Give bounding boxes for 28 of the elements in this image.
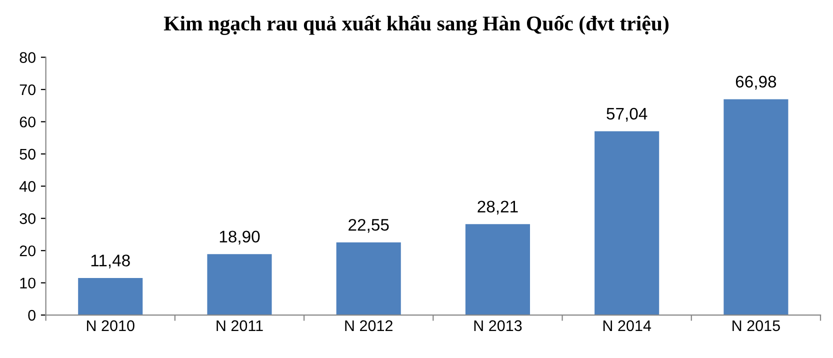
y-tick-label: 30 <box>20 213 36 224</box>
bar <box>465 224 530 316</box>
data-label: 57,04 <box>606 108 648 122</box>
bar <box>336 242 401 316</box>
x-tick-label: N 2015 <box>732 320 780 332</box>
x-tick-label: N 2013 <box>474 320 522 332</box>
data-label: 66,98 <box>736 76 776 90</box>
x-tick-label: N 2014 <box>603 320 652 332</box>
data-label: 22,55 <box>348 218 389 233</box>
bar <box>207 254 272 316</box>
x-tick-label: N 2010 <box>86 320 134 332</box>
y-tick-label: 40 <box>19 181 36 192</box>
chart-title: Kim ngạch rau quả xuất khẩu sang Hàn Quốc (đvt triệu) <box>164 15 669 35</box>
y-tick-label: 80 <box>20 52 36 63</box>
x-tick-label: N 2012 <box>345 320 392 332</box>
y-tick-label: 10 <box>20 278 36 289</box>
bar <box>78 278 143 316</box>
bar <box>594 131 660 316</box>
y-tick-label: 60 <box>20 116 36 128</box>
data-label: 28,21 <box>478 200 518 214</box>
y-tick-label: 50 <box>20 148 36 160</box>
y-tick-label: 0 <box>28 310 36 321</box>
data-label: 18,90 <box>220 230 260 244</box>
y-tick-label: 20 <box>20 245 36 256</box>
bar <box>724 99 788 316</box>
data-label: 11,48 <box>91 254 130 268</box>
y-tick-label: 70 <box>20 84 36 96</box>
x-tick-label: N 2011 <box>216 320 263 332</box>
